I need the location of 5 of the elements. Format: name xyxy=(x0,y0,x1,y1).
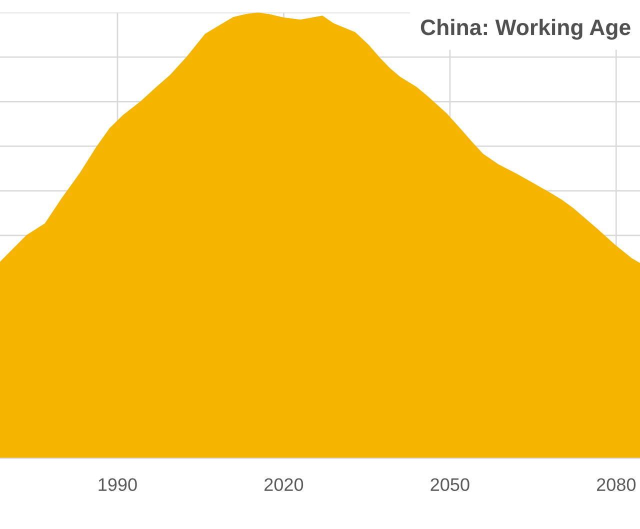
chart-title: China: Working Age xyxy=(420,18,630,40)
x-tick-label: 1990 xyxy=(98,478,137,492)
x-tick-label: 2080 xyxy=(597,478,636,492)
x-tick-label: 2020 xyxy=(264,478,304,492)
x-tick-label: 2050 xyxy=(430,478,470,492)
